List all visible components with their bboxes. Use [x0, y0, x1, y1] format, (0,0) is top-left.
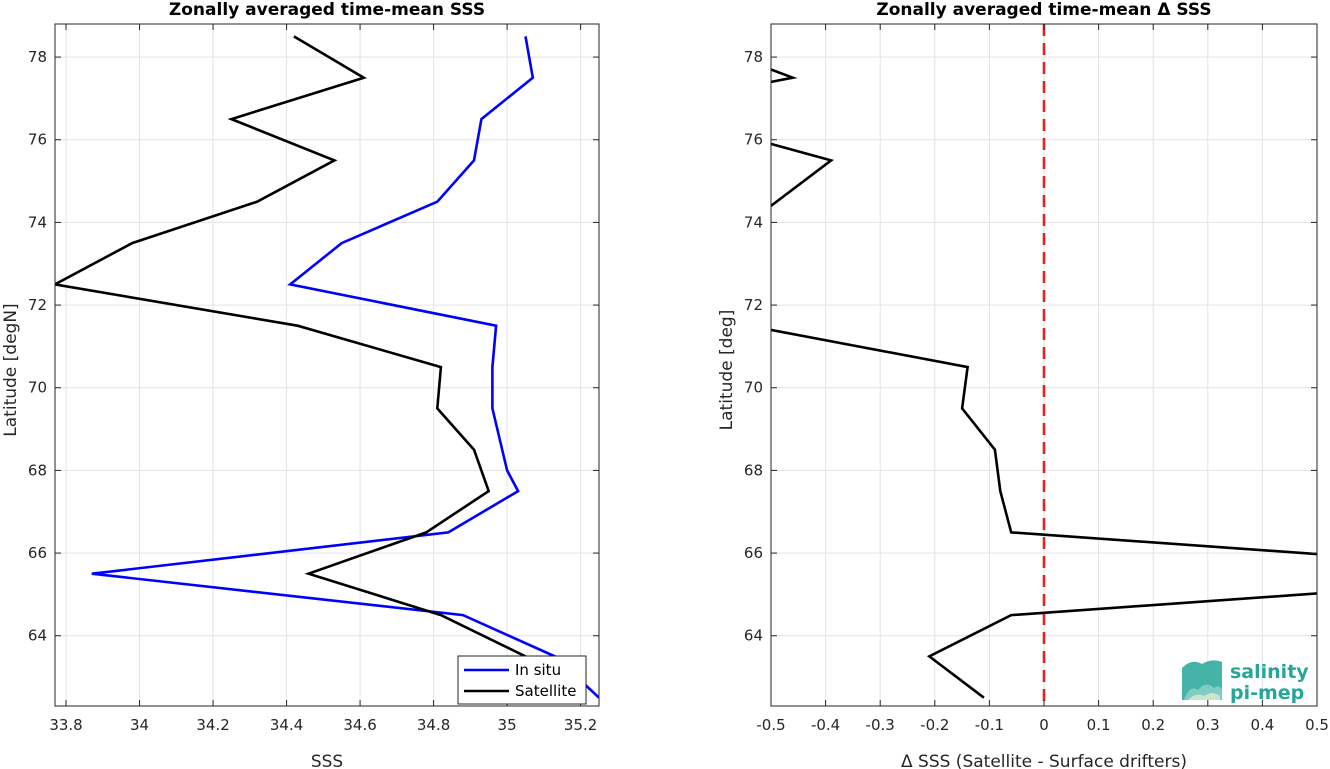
right-y-tick-label: 64: [744, 627, 763, 645]
salinity-pi-mep-logo: salinity pi-mep: [1182, 660, 1309, 704]
right-y-tick-label: 72: [744, 296, 763, 314]
right-y-tick-label: 76: [744, 131, 763, 149]
right-y-tick-label: 78: [744, 48, 763, 66]
left-x-axis-label: SSS: [311, 752, 343, 769]
logo-text-line1: salinity: [1230, 661, 1309, 683]
left-y-tick-label: 64: [28, 627, 47, 645]
right-y-tick-label: 74: [744, 213, 763, 231]
left-x-tick-label: 34.6: [343, 716, 376, 734]
right-x-tick-label: -0.4: [811, 716, 840, 734]
series-line-satellite: [55, 35, 560, 699]
left-x-tick-label: 34.8: [417, 716, 450, 734]
left-y-tick-label: 76: [28, 131, 47, 149]
right-x-tick-label: 0.2: [1141, 716, 1165, 734]
right-y-tick-label: 70: [744, 379, 763, 397]
logo-wave-icon-pale: [1188, 693, 1220, 700]
left-x-tick-label: 34.2: [196, 716, 229, 734]
left-x-tick-label: 34: [130, 716, 149, 734]
series-line-delta-sss: [771, 328, 1317, 699]
logo-text-line2: pi-mep: [1230, 682, 1304, 704]
right-ticks: -0.5 -0.4 -0.3 -0.2 -0.1 0 0.1 0.2 0.3 0.4 0.5 64 66…: [744, 24, 1329, 734]
left-series: [55, 35, 599, 699]
right-x-tick-label: 0.3: [1196, 716, 1220, 734]
right-x-tick-label: 0: [1039, 716, 1049, 734]
legend-label-satellite: Satellite: [515, 682, 576, 700]
left-x-tick-label: 33.8: [49, 716, 82, 734]
left-x-tick-label: 35: [498, 716, 517, 734]
left-y-axis-label: Latitude [degN]: [1, 303, 21, 436]
series-line-in-situ: [91, 36, 599, 699]
left-x-tick-label: 35.2: [564, 716, 597, 734]
left-y-tick-label: 72: [28, 296, 47, 314]
left-chart-title: Zonally averaged time-mean SSS: [169, 0, 485, 20]
left-axes-box: [54, 23, 600, 707]
right-panel: -0.5 -0.4 -0.3 -0.2 -0.1 0 0.1 0.2 0.3 0.4 0.5 64 66…: [717, 0, 1329, 769]
right-x-tick-label: -0.5: [756, 716, 785, 734]
right-x-axis-label: Δ SSS (Satellite - Surface drifters): [901, 752, 1187, 769]
left-y-tick-label: 70: [28, 379, 47, 397]
left-y-tick-label: 68: [28, 461, 47, 479]
right-x-tick-label: 0.4: [1250, 716, 1274, 734]
legend: In situ Satellite: [457, 655, 587, 705]
series-line-delta-sss: [771, 68, 798, 84]
left-panel: 33.8 34 34.2 34.4 34.6 34.8 35 35.2 64 66 68 70 72 74…: [1, 0, 600, 769]
legend-label-in-situ: In situ: [515, 661, 561, 679]
left-y-tick-label: 78: [28, 48, 47, 66]
left-ticks: 33.8 34 34.2 34.4 34.6 34.8 35 35.2 64 66 68 70 72 74…: [28, 24, 599, 734]
right-x-tick-label: -0.1: [975, 716, 1004, 734]
right-chart-title: Zonally averaged time-mean Δ SSS: [876, 0, 1211, 20]
right-y-tick-label: 66: [744, 544, 763, 562]
left-x-tick-label: 34.4: [270, 716, 303, 734]
right-x-tick-label: 0.1: [1087, 716, 1111, 734]
left-y-tick-label: 66: [28, 544, 47, 562]
right-x-tick-label: 0.5: [1305, 716, 1329, 734]
series-line-delta-sss: [771, 142, 834, 208]
left-y-tick-label: 74: [28, 213, 47, 231]
left-plot-area: [55, 24, 599, 706]
right-x-tick-label: -0.3: [866, 716, 895, 734]
right-y-axis-label: Latitude [deg]: [717, 310, 737, 431]
right-y-tick-label: 68: [744, 461, 763, 479]
right-series: [771, 24, 1317, 706]
legend-box: [457, 655, 587, 705]
right-x-tick-label: -0.2: [920, 716, 949, 734]
